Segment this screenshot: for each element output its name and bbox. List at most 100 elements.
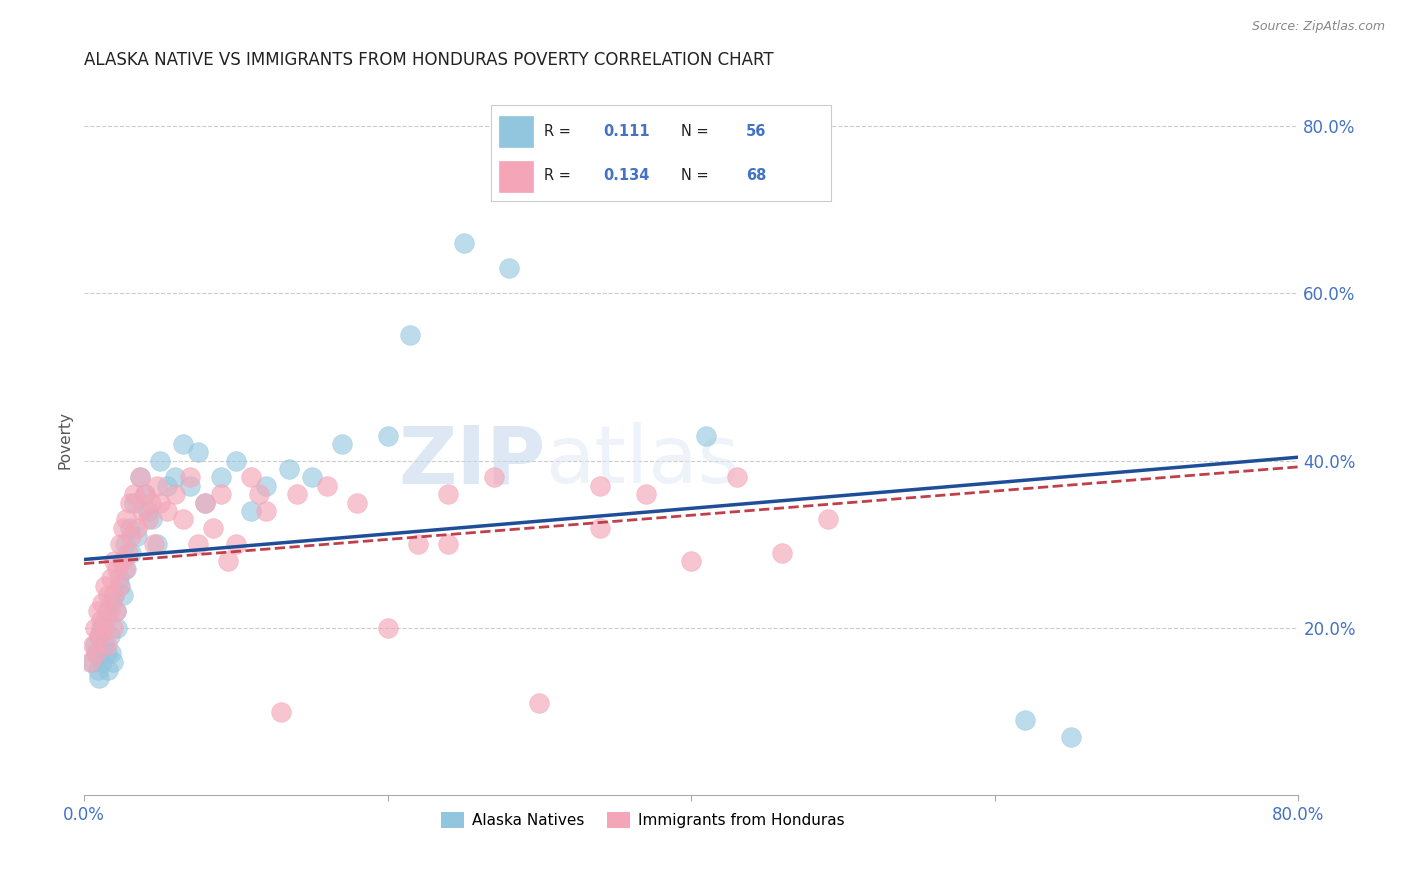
Point	[89, 629, 111, 643]
Point	[83, 621, 105, 635]
Point	[209, 470, 232, 484]
Point	[96, 604, 118, 618]
Point	[94, 613, 117, 627]
Point	[277, 462, 299, 476]
Point	[589, 521, 612, 535]
Point	[105, 621, 128, 635]
Point	[118, 495, 141, 509]
Point	[89, 629, 111, 643]
Point	[498, 261, 520, 276]
Point	[86, 663, 108, 677]
Point	[254, 504, 277, 518]
Point	[529, 697, 551, 711]
Point	[817, 512, 839, 526]
Point	[634, 487, 657, 501]
Point	[346, 495, 368, 509]
Point	[90, 621, 112, 635]
Point	[247, 487, 270, 501]
Point	[194, 495, 217, 509]
Point	[93, 621, 115, 635]
Point	[301, 470, 323, 484]
Point	[97, 588, 120, 602]
Point	[108, 579, 131, 593]
Point	[103, 554, 125, 568]
Point	[377, 428, 399, 442]
Point	[165, 470, 187, 484]
Point	[82, 638, 104, 652]
Point	[127, 529, 149, 543]
Point	[589, 479, 612, 493]
Point	[129, 470, 152, 484]
Point	[112, 521, 135, 535]
Point	[146, 537, 169, 551]
Point	[90, 613, 112, 627]
Point	[110, 579, 132, 593]
Point	[142, 537, 165, 551]
Point	[681, 554, 703, 568]
Point	[80, 655, 103, 669]
Point	[179, 470, 201, 484]
Point	[101, 655, 124, 669]
Point	[122, 495, 145, 509]
Point	[136, 512, 159, 526]
Point	[79, 655, 101, 669]
Point	[134, 487, 156, 501]
Text: atlas: atlas	[546, 422, 740, 500]
Point	[100, 596, 122, 610]
Point	[695, 428, 717, 442]
Point	[149, 453, 172, 467]
Point	[127, 521, 149, 535]
Point	[437, 487, 460, 501]
Point	[83, 638, 105, 652]
Point	[120, 546, 142, 560]
Point	[134, 487, 156, 501]
Point	[122, 487, 145, 501]
Point	[399, 328, 422, 343]
Point	[1060, 730, 1083, 744]
Point	[136, 504, 159, 518]
Point	[141, 512, 163, 526]
Point	[330, 437, 353, 451]
Point	[437, 537, 460, 551]
Point	[179, 479, 201, 493]
Point	[93, 638, 115, 652]
Text: ALASKA NATIVE VS IMMIGRANTS FROM HONDURAS POVERTY CORRELATION CHART: ALASKA NATIVE VS IMMIGRANTS FROM HONDURA…	[84, 51, 773, 69]
Point	[94, 579, 117, 593]
Point	[96, 646, 118, 660]
Point	[225, 537, 247, 551]
Point	[149, 495, 172, 509]
Point	[270, 705, 292, 719]
Point	[202, 521, 225, 535]
Y-axis label: Poverty: Poverty	[58, 410, 72, 469]
Point	[240, 504, 263, 518]
Point	[117, 546, 139, 560]
Point	[377, 621, 399, 635]
Point	[112, 588, 135, 602]
Point	[225, 453, 247, 467]
Point	[172, 437, 194, 451]
Point	[129, 470, 152, 484]
Point	[482, 470, 505, 484]
Point	[104, 604, 127, 618]
Point	[115, 562, 138, 576]
Point	[84, 646, 107, 660]
Point	[1014, 713, 1036, 727]
Point	[91, 655, 114, 669]
Point	[104, 604, 127, 618]
Point	[146, 479, 169, 493]
Legend: Alaska Natives, Immigrants from Honduras: Alaska Natives, Immigrants from Honduras	[434, 805, 851, 834]
Point	[115, 512, 138, 526]
Point	[100, 571, 122, 585]
Point	[111, 554, 134, 568]
Point	[725, 470, 748, 484]
Point	[103, 588, 125, 602]
Point	[86, 604, 108, 618]
Point	[406, 537, 429, 551]
Point	[96, 638, 118, 652]
Point	[453, 236, 475, 251]
Point	[209, 487, 232, 501]
Point	[172, 512, 194, 526]
Point	[89, 671, 111, 685]
Point	[156, 479, 179, 493]
Point	[114, 537, 136, 551]
